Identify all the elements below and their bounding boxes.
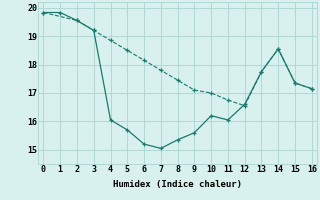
X-axis label: Humidex (Indice chaleur): Humidex (Indice chaleur): [113, 180, 242, 189]
